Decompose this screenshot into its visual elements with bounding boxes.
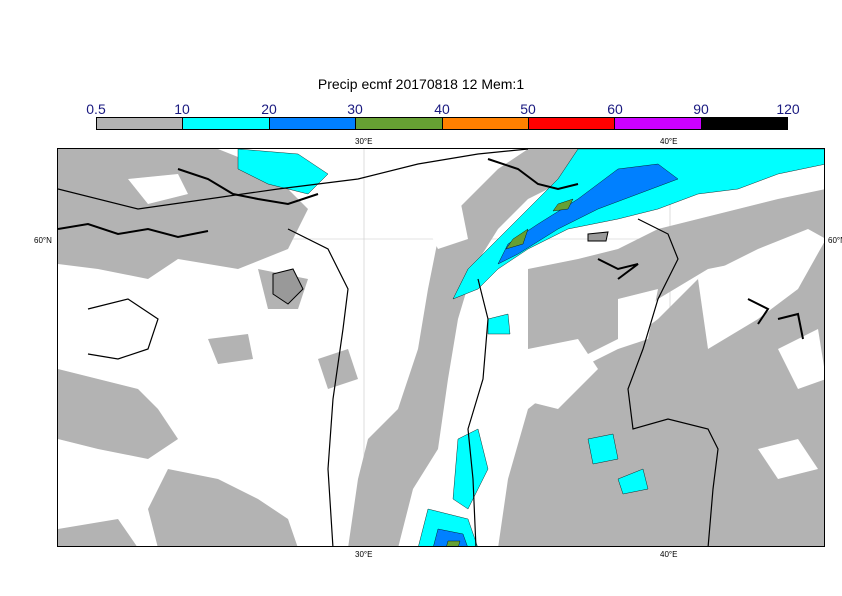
precip-area-30-40: [446, 198, 574, 546]
bottom-lon-label-40: 40°E: [660, 550, 678, 559]
colorbar-segment-0: [97, 118, 184, 129]
colorbar-segment-4: [442, 118, 529, 129]
colorbar-segment-6: [615, 118, 702, 129]
left-lat-label-60: 60°N: [34, 236, 52, 245]
colorbar-label-2: 20: [261, 101, 277, 117]
map-canvas: [58, 149, 824, 546]
colorbar-segment-3: [356, 118, 443, 129]
colorbar-segment-1: [183, 118, 270, 129]
map-title: Precip ecmf 20170818 12 Mem:1: [317, 76, 525, 92]
colorbar-label-6: 60: [607, 101, 623, 117]
colorbar-label-5: 50: [520, 101, 536, 117]
top-lon-label-40: 40°E: [660, 137, 678, 146]
colorbar-segment-2: [269, 118, 357, 129]
colorbar-label-7: 90: [693, 101, 709, 117]
bottom-lon-label-30: 30°E: [355, 550, 373, 559]
colorbar-label-4: 40: [434, 101, 450, 117]
country-borders: [58, 149, 719, 546]
colorbar-label-1: 10: [174, 101, 190, 117]
precipitation-map: [57, 148, 825, 547]
no-precip-area: [128, 174, 824, 479]
lakes: [272, 231, 609, 305]
colorbar-segment-7: [701, 118, 787, 129]
coastlines: [58, 158, 804, 340]
colorbar-label-3: 30: [347, 101, 363, 117]
right-lat-label-60: 60°N: [828, 236, 842, 245]
colorbar: [96, 117, 788, 130]
colorbar-segment-5: [528, 118, 616, 129]
top-lon-label-30: 30°E: [355, 137, 373, 146]
colorbar-label-0: 0.5: [86, 101, 106, 117]
colorbar-label-8: 120: [776, 101, 800, 117]
precip-area-10-20: [237, 149, 824, 546]
